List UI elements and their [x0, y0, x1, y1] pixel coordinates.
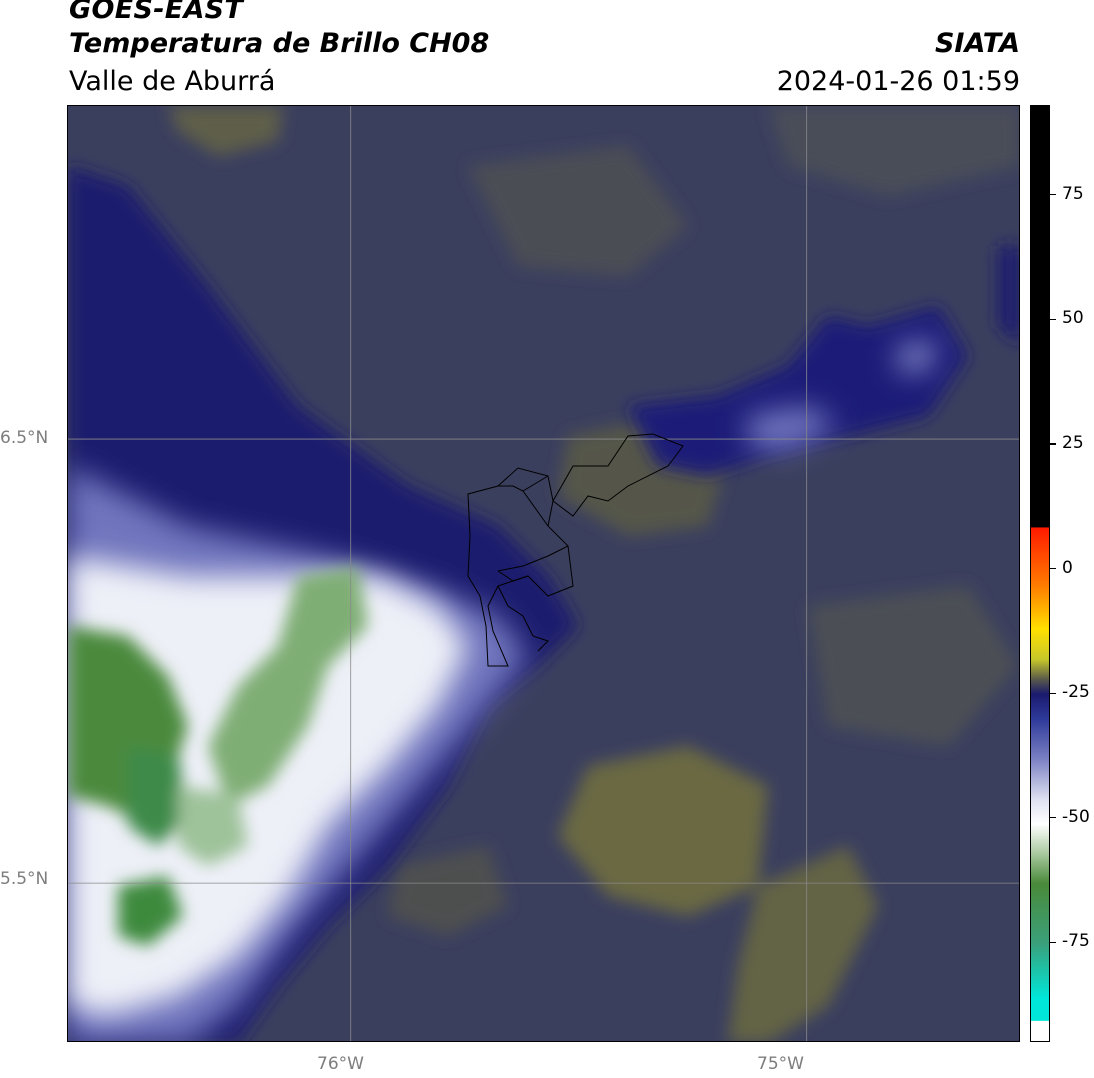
timestamp: 2024-01-26 01:59 [776, 66, 1020, 97]
coldest-tops [68, 566, 368, 946]
colorbar-tick [1050, 817, 1056, 819]
colorbar-tick [1050, 567, 1056, 570]
colorbar-tick [1050, 941, 1056, 943]
lon-label-76w: 76°W [317, 1054, 364, 1074]
colorbar-tick-label: 50 [1062, 308, 1084, 329]
lat-label-6-5n: 6.5°N [0, 428, 49, 448]
municipal-boundaries [467, 433, 684, 667]
colorbar-tick [1050, 318, 1056, 320]
colorbar-tick-label: 75 [1062, 183, 1084, 204]
map-canvas [68, 106, 1019, 1041]
colorbar [1030, 105, 1050, 1042]
lon-label-75w: 75°W [757, 1054, 804, 1074]
colorbar-tick-label: -50 [1062, 806, 1090, 827]
colorbar-tick [1050, 443, 1056, 445]
colorbar-tick-label: 25 [1062, 432, 1084, 453]
colorbar-tick-label: -25 [1062, 682, 1090, 703]
colorbar-gradient [1031, 106, 1049, 1041]
title-satellite: GOES-EAST [69, 0, 244, 25]
brand-label: SIATA [934, 28, 1020, 59]
title-region: Valle de Aburrá [69, 66, 276, 97]
colorbar-tick-label: -75 [1062, 931, 1090, 952]
colorbar-tick [1050, 194, 1056, 196]
title-product: Temperatura de Brillo CH08 [69, 28, 490, 59]
gridlines [68, 106, 1019, 1041]
lat-label-5-5n: 5.5°N [0, 869, 49, 889]
colorbar-tick-label: 0 [1062, 557, 1073, 578]
map-panel[interactable] [67, 105, 1020, 1042]
colorbar-tick [1050, 692, 1056, 694]
